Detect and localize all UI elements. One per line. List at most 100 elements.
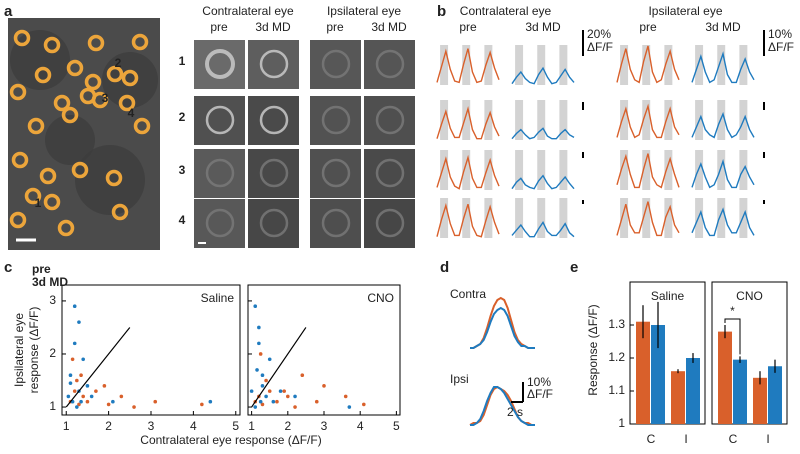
point [293, 394, 297, 399]
point [293, 405, 297, 409]
point [253, 304, 258, 309]
trace [691, 51, 755, 84]
cell-image [248, 199, 299, 248]
panel-label: e [570, 259, 578, 276]
stimulus-period [620, 150, 629, 190]
x-tick-label: C [729, 432, 738, 446]
trace [436, 48, 500, 84]
stimulus-period [462, 198, 471, 238]
cell-ring [84, 73, 102, 91]
scale-unit: ΔF/F [587, 40, 613, 54]
stimulus-period [739, 198, 748, 238]
point [267, 389, 272, 393]
cell-ring [131, 33, 149, 51]
x-tick-label: I [684, 432, 687, 446]
cell-ring [118, 94, 136, 112]
panel-label: d [440, 259, 449, 276]
point [153, 399, 158, 404]
scale-unit: ΔF/F [768, 40, 794, 54]
point [257, 325, 261, 330]
point [85, 384, 90, 388]
trace [436, 202, 500, 238]
cell-ring [105, 169, 123, 187]
point [75, 378, 79, 383]
cell-ring [57, 219, 75, 237]
cell-ring [43, 193, 61, 211]
trace [436, 106, 500, 140]
stimulus-period [440, 150, 449, 190]
point [208, 399, 213, 404]
cell-body [205, 105, 235, 135]
trace [616, 103, 680, 139]
identity-line [251, 327, 307, 408]
trace [470, 296, 535, 349]
y-tick-label: 1.2 [608, 350, 625, 364]
point [362, 402, 366, 407]
cell-body [375, 49, 405, 79]
stimulus-period [664, 45, 673, 85]
stimulus-period [484, 45, 493, 85]
cell-image [194, 199, 245, 248]
point [249, 389, 254, 393]
panel-label: a [4, 3, 13, 20]
point [343, 394, 348, 399]
trace [616, 45, 680, 84]
stimulus-period [537, 150, 546, 190]
cell-label: 4 [128, 106, 135, 120]
stimulus-period [515, 100, 524, 140]
point [119, 394, 124, 399]
cell-ring [43, 36, 61, 54]
condition-label: 3d MD [525, 20, 561, 34]
cell-image [364, 199, 415, 248]
point [94, 389, 98, 393]
panel-title: Saline [651, 289, 685, 303]
scale-label: 10% [768, 27, 792, 41]
stimulus-period [484, 150, 493, 190]
point [85, 399, 90, 404]
cell-body [205, 158, 235, 188]
cell-body [259, 158, 289, 188]
condition-label: pre [459, 20, 477, 34]
cell-label: 2 [115, 56, 122, 70]
group-label: Ipsilateral eye [327, 4, 401, 18]
cell-ring [111, 203, 129, 221]
point [275, 399, 279, 404]
cell-ring [133, 117, 151, 135]
x-tick-label: 3 [148, 419, 155, 433]
stimulus-period [664, 150, 673, 190]
condition-label: 3d MD [371, 20, 407, 34]
cell-ring [106, 65, 124, 83]
cell-body [259, 208, 289, 238]
point [81, 357, 85, 362]
point [322, 384, 326, 388]
significance-bracket [724, 318, 741, 355]
panel-title: Saline [201, 291, 235, 305]
cell-body [321, 49, 351, 79]
condition-label: pre [326, 20, 344, 34]
stimulus-period [559, 150, 568, 190]
panel-label: b [437, 3, 446, 20]
trace [470, 306, 535, 349]
stimulus-period [440, 198, 449, 238]
cell-body [375, 105, 405, 135]
stimulus-period [620, 100, 629, 140]
annotation: * [730, 304, 735, 318]
scale-label: 10% [527, 375, 551, 389]
x-axis-label: Contralateral eye response (ΔF/F) [140, 433, 321, 447]
image-texture [45, 115, 95, 165]
trace [470, 386, 535, 426]
cell-image [194, 40, 245, 89]
cell-body [259, 105, 289, 135]
cell-ring [61, 106, 79, 124]
stimulus-period [559, 198, 568, 238]
cell-body [375, 158, 405, 188]
bar [671, 371, 685, 424]
panel-title: CNO [367, 291, 394, 305]
legend-label: 3d MD [32, 275, 68, 289]
x-tick-label: 3 [321, 419, 328, 433]
y-axis-label: Ipsilateral eye [12, 313, 26, 387]
cell-ring [87, 34, 105, 52]
stimulus-period [462, 100, 471, 140]
point [132, 405, 136, 409]
stimulus-period [537, 198, 546, 238]
